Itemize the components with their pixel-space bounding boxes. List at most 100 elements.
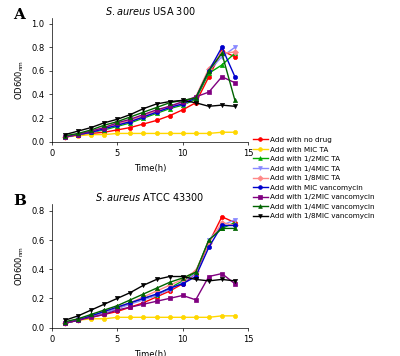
Add with 1/4MIC TA [76, 316, 80, 321]
Add with 1/8MIC TA [154, 289, 159, 293]
Text: A: A [13, 8, 25, 22]
Add with MIC vancomycin [154, 292, 159, 296]
Line: Add with no drug: Add with no drug [63, 215, 237, 325]
Add with 1/4MIC TA [180, 280, 185, 284]
Add with 1/4MIC vancomycin [167, 280, 172, 284]
Add with 1/4MIC vancomycin [232, 226, 237, 231]
Add with 1/4MIC vancomycin [63, 320, 68, 324]
Add with 1/8MIC TA [180, 277, 185, 282]
Add with 1/2MIC TA [193, 270, 198, 274]
Add with 1/2MIC TA [63, 321, 68, 325]
Add with no drug [115, 309, 120, 314]
Line: Add with MIC vancomycin: Add with MIC vancomycin [63, 224, 237, 325]
Add with MIC TA [141, 315, 146, 319]
Add with 1/2MIC vancomycin [102, 312, 107, 316]
Add with MIC vancomycin [206, 245, 211, 250]
Add with 1/4MIC vancomycin [193, 270, 198, 274]
Y-axis label: OD600$_{\rm nm}$: OD600$_{\rm nm}$ [13, 246, 26, 286]
Add with 1/2MIC vancomycin [63, 321, 68, 325]
Add with 1/4MIC vancomycin [115, 304, 120, 308]
Line: Add with 1/8MIC vancomycin: Add with 1/8MIC vancomycin [63, 274, 237, 322]
Add with 1/4MIC vancomycin [128, 298, 133, 302]
Add with 1/8MIC TA [115, 305, 120, 309]
Add with 1/8MIC vancomycin [76, 314, 80, 318]
Add with no drug [167, 289, 172, 293]
Add with MIC TA [220, 314, 224, 318]
Add with no drug [89, 315, 94, 319]
Add with MIC vancomycin [102, 309, 107, 314]
Add with 1/8MIC vancomycin [128, 290, 133, 295]
Add with MIC TA [154, 315, 159, 319]
Add with no drug [76, 318, 80, 323]
Add with no drug [128, 305, 133, 309]
Add with 1/4MIC TA [89, 314, 94, 318]
X-axis label: Time(h): Time(h) [134, 164, 166, 173]
Add with 1/2MIC vancomycin [193, 298, 198, 302]
Add with 1/2MIC TA [206, 238, 211, 242]
Add with no drug [180, 282, 185, 286]
Add with MIC vancomycin [63, 321, 68, 325]
Add with 1/4MIC TA [115, 307, 120, 311]
Add with no drug [232, 220, 237, 225]
Add with MIC vancomycin [167, 286, 172, 290]
Line: Add with 1/4MIC vancomycin: Add with 1/4MIC vancomycin [63, 226, 237, 324]
Add with 1/2MIC TA [102, 311, 107, 315]
Add with 1/2MIC vancomycin [220, 272, 224, 276]
Add with MIC vancomycin [115, 305, 120, 309]
Add with 1/8MIC TA [102, 309, 107, 314]
Add with MIC TA [180, 315, 185, 319]
Add with 1/2MIC TA [232, 220, 237, 225]
Add with MIC vancomycin [141, 296, 146, 300]
Add with 1/8MIC vancomycin [180, 274, 185, 279]
Add with no drug [141, 300, 146, 305]
Add with no drug [220, 215, 224, 219]
Add with 1/8MIC vancomycin [220, 277, 224, 282]
Add with MIC vancomycin [128, 300, 133, 305]
Add with 1/8MIC TA [206, 241, 211, 245]
Add with 1/4MIC vancomycin [76, 316, 80, 321]
Add with 1/4MIC TA [141, 298, 146, 302]
Add with 1/8MIC TA [63, 321, 68, 325]
Line: Add with 1/2MIC vancomycin: Add with 1/2MIC vancomycin [63, 272, 237, 325]
Add with MIC TA [102, 316, 107, 321]
Y-axis label: OD600$_{\rm nm}$: OD600$_{\rm nm}$ [13, 60, 26, 100]
Add with 1/4MIC vancomycin [220, 226, 224, 231]
Add with MIC TA [63, 321, 68, 325]
Add with 1/8MIC vancomycin [102, 302, 107, 306]
Add with MIC TA [232, 314, 237, 318]
Add with MIC vancomycin [180, 282, 185, 286]
Add with 1/8MIC vancomycin [63, 318, 68, 323]
Add with 1/8MIC vancomycin [167, 274, 172, 279]
Text: B: B [13, 194, 26, 208]
Add with MIC TA [76, 318, 80, 323]
Add with 1/4MIC TA [220, 223, 224, 227]
Add with 1/8MIC TA [220, 220, 224, 225]
Line: Add with 1/8MIC TA: Add with 1/8MIC TA [63, 220, 237, 325]
Add with MIC vancomycin [193, 274, 198, 279]
Add with 1/4MIC vancomycin [154, 286, 159, 290]
Add with 1/4MIC TA [128, 302, 133, 306]
Legend: Add with no drug, Add with MIC TA, Add with 1/2MIC TA, Add with 1/4MIC TA, Add w: Add with no drug, Add with MIC TA, Add w… [252, 135, 376, 221]
Line: Add with 1/4MIC TA: Add with 1/4MIC TA [63, 218, 237, 325]
Add with 1/4MIC vancomycin [89, 312, 94, 316]
Add with 1/8MIC vancomycin [141, 283, 146, 287]
Title: $\it{S. aureus}$ ATCC 43300: $\it{S. aureus}$ ATCC 43300 [95, 191, 205, 203]
Add with 1/2MIC vancomycin [115, 308, 120, 312]
Add with 1/8MIC vancomycin [232, 279, 237, 283]
Add with MIC vancomycin [89, 314, 94, 318]
Add with 1/2MIC vancomycin [232, 282, 237, 286]
Add with 1/8MIC vancomycin [193, 277, 198, 282]
Add with MIC vancomycin [232, 223, 237, 227]
Add with 1/2MIC TA [180, 279, 185, 283]
Add with no drug [154, 295, 159, 299]
Add with 1/2MIC vancomycin [167, 296, 172, 300]
Add with 1/4MIC TA [232, 218, 237, 222]
Add with 1/2MIC vancomycin [128, 305, 133, 309]
Title: $\it{S. aureus}$ USA 300: $\it{S. aureus}$ USA 300 [105, 5, 195, 17]
Add with 1/8MIC TA [141, 295, 146, 299]
Add with 1/8MIC TA [167, 283, 172, 287]
Add with 1/2MIC vancomycin [76, 318, 80, 323]
Add with MIC TA [89, 316, 94, 321]
Add with no drug [206, 241, 211, 245]
Add with no drug [63, 321, 68, 325]
